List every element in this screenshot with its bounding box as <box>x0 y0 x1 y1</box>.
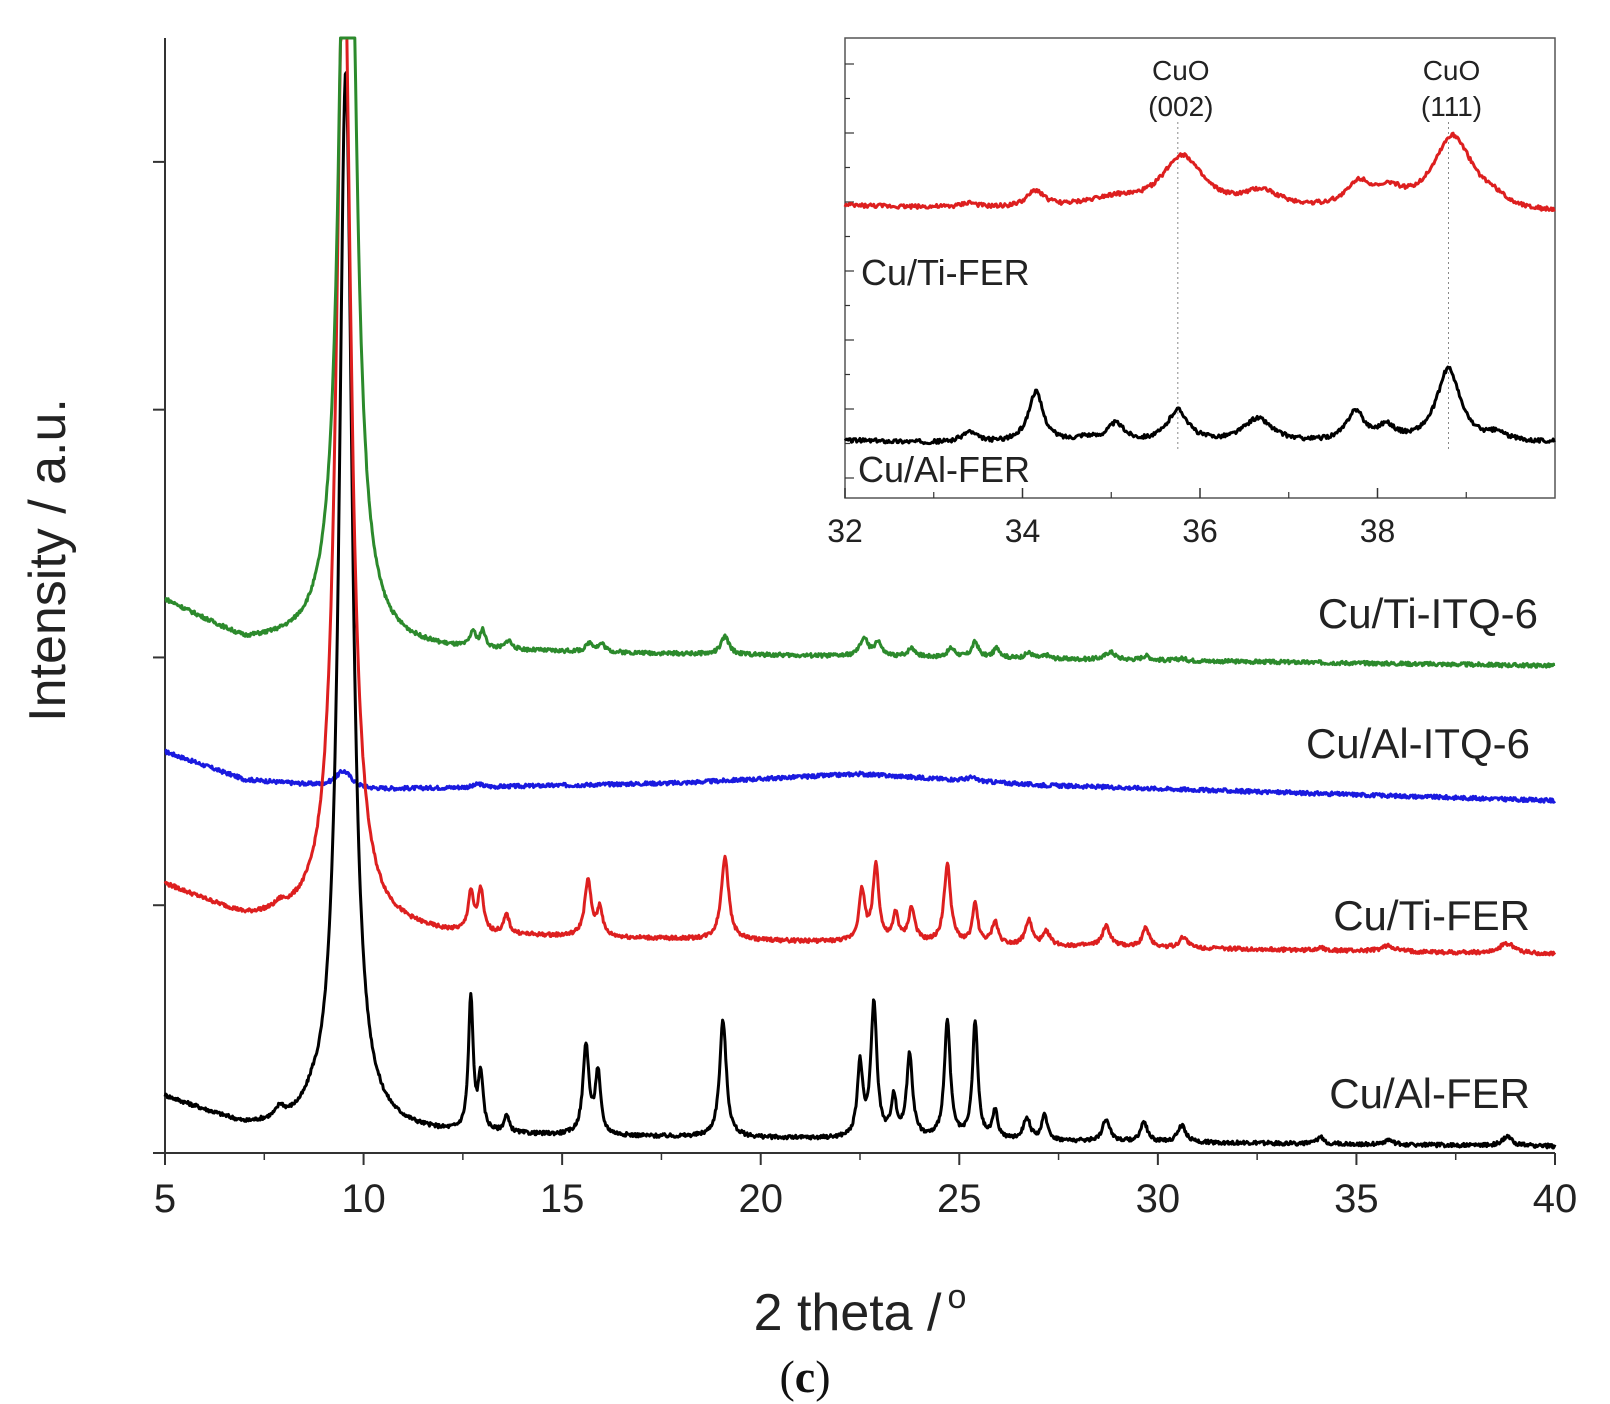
inset-label-cu-al-fer: Cu/Al-FER <box>858 449 1030 490</box>
main-series-group <box>163 36 1557 1150</box>
series-label-cu-al-fer: Cu/Al-FER <box>1329 1070 1530 1117</box>
x-tick-label: 10 <box>341 1177 386 1221</box>
inset-plot: 32 34 36 38 CuO (002) CuO (111) Cu/Ti-FER Cu/A… <box>827 37 1556 549</box>
x-axis-degree: o <box>948 1278 967 1316</box>
panel-label: (c) <box>779 1351 830 1402</box>
inset-x-tick-label: 36 <box>1182 513 1218 549</box>
main-x-ticks: 5 10 15 20 25 30 35 40 <box>154 1153 1577 1221</box>
inset-x-tick-label: 34 <box>1005 513 1041 549</box>
annotation-label-name: CuO <box>1423 55 1481 86</box>
inset-label-cu-ti-fer: Cu/Ti-FER <box>861 252 1030 293</box>
x-axis-title: 2 theta / o <box>754 1278 967 1342</box>
inset-frame <box>844 37 1556 499</box>
series-label-cu-ti-itq-6: Cu/Ti-ITQ-6 <box>1318 590 1538 637</box>
series-label-cu-al-itq-6: Cu/Al-ITQ-6 <box>1306 720 1530 767</box>
main-y-ticks <box>153 160 165 1154</box>
x-tick-label: 15 <box>540 1177 585 1221</box>
annotation-label-name: CuO <box>1152 55 1210 86</box>
x-tick-label: 20 <box>738 1177 783 1221</box>
inset-series-line-cu-al-fer <box>843 365 1556 446</box>
inset-x-tick-label: 38 <box>1360 513 1396 549</box>
inset-x-ticks: 32 34 36 38 <box>827 488 1467 549</box>
x-axis-title-text: 2 theta / <box>754 1284 942 1342</box>
series-line-cu-al-fer <box>163 71 1557 1150</box>
x-tick-label: 35 <box>1334 1177 1379 1221</box>
inset-x-tick-label: 32 <box>827 513 863 549</box>
series-line-cu-al-itq-6 <box>164 748 1557 804</box>
main-plot: 5 10 15 20 25 30 35 40 Cu/Ti-ITQ-6 Cu/Al-ITQ-6 … <box>153 36 1577 1221</box>
x-tick-label: 30 <box>1136 1177 1181 1221</box>
panel-label-close: ) <box>815 1351 830 1402</box>
panel-label-letter: c <box>795 1351 815 1402</box>
x-tick-label: 40 <box>1533 1177 1578 1221</box>
x-tick-label: 25 <box>937 1177 982 1221</box>
x-tick-label: 5 <box>154 1177 176 1221</box>
annotation-label-index: (111) <box>1421 91 1482 122</box>
inset-series-line-cu-ti-fer <box>843 131 1556 213</box>
inset-y-ticks <box>845 63 854 479</box>
inset-series-group <box>843 131 1556 446</box>
series-line-cu-ti-fer <box>163 36 1557 957</box>
y-axis-title: Intensity / a.u. <box>19 398 77 722</box>
series-label-cu-ti-fer: Cu/Ti-FER <box>1333 892 1530 939</box>
inset-annotations: CuO (002) CuO (111) <box>1148 55 1482 452</box>
series-line-cu-ti-itq-6 <box>164 36 1556 669</box>
panel-label-open: ( <box>779 1351 794 1402</box>
annotation-label-index: (002) <box>1148 91 1213 122</box>
